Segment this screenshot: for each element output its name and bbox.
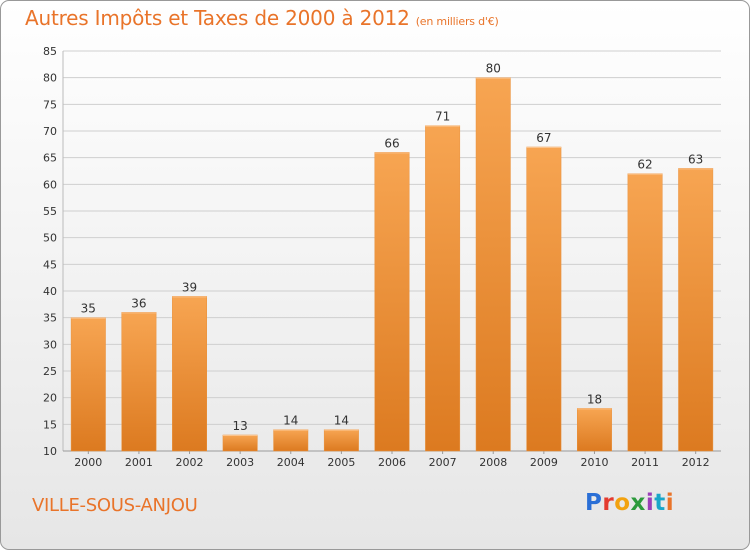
y-tick-label: 60: [43, 178, 57, 191]
y-tick-label: 75: [43, 98, 57, 111]
data-label: 67: [536, 131, 551, 145]
x-tick-label: 2012: [682, 456, 710, 469]
logo-letter: i: [646, 490, 654, 516]
logo-letter: t: [654, 490, 666, 516]
x-tick-label: 2004: [277, 456, 305, 469]
y-tick-label: 80: [43, 72, 57, 85]
bar-2001: [122, 312, 156, 451]
logo-letter: x: [631, 490, 646, 516]
y-tick-label: 25: [43, 365, 57, 378]
bar-2008: [476, 78, 510, 451]
data-label: 62: [637, 158, 652, 172]
bar-2000: [71, 318, 105, 451]
data-label: 71: [435, 110, 450, 124]
proxiti-logo: Proxiti: [585, 490, 674, 516]
bar-2009: [527, 147, 561, 451]
y-tick-label: 85: [43, 45, 57, 58]
y-tick-label: 55: [43, 205, 57, 218]
data-label: 14: [283, 414, 298, 428]
bar-2012: [678, 168, 712, 451]
y-tick-label: 35: [43, 312, 57, 325]
logo-letter: o: [614, 490, 630, 516]
y-tick-label: 15: [43, 418, 57, 431]
x-tick-label: 2005: [327, 456, 355, 469]
y-tick-label: 40: [43, 285, 57, 298]
bar-2005: [324, 430, 358, 451]
x-tick-label: 2008: [479, 456, 507, 469]
bar-2010: [577, 408, 611, 451]
x-tick-label: 2002: [176, 456, 204, 469]
bar-2011: [628, 174, 662, 451]
y-tick-label: 45: [43, 258, 57, 271]
x-tick-label: 2010: [580, 456, 608, 469]
y-tick-label: 65: [43, 152, 57, 165]
data-label: 35: [81, 302, 96, 316]
y-tick-label: 70: [43, 125, 57, 138]
y-tick-label: 50: [43, 232, 57, 245]
bar-2004: [274, 430, 308, 451]
data-label: 36: [131, 296, 146, 310]
x-tick-label: 2011: [631, 456, 659, 469]
x-tick-label: 2000: [74, 456, 102, 469]
y-tick-label: 30: [43, 338, 57, 351]
y-tick-label: 10: [43, 445, 57, 458]
y-tick-label: 20: [43, 392, 57, 405]
data-label: 13: [233, 419, 248, 433]
data-label: 18: [587, 392, 602, 406]
bar-2002: [172, 296, 206, 451]
logo-letter: r: [602, 490, 614, 516]
bar-2006: [375, 152, 409, 451]
logo-letter: i: [666, 490, 674, 516]
data-label: 39: [182, 280, 197, 294]
x-tick-label: 2007: [429, 456, 457, 469]
logo-letter: P: [585, 490, 602, 516]
data-label: 80: [486, 62, 501, 76]
x-tick-label: 2003: [226, 456, 254, 469]
commune-name: VILLE-SOUS-ANJOU: [32, 495, 197, 516]
data-label: 66: [384, 136, 399, 150]
bar-2003: [223, 435, 257, 451]
data-label: 14: [334, 414, 349, 428]
bar-2007: [425, 126, 459, 451]
x-tick-label: 2001: [125, 456, 153, 469]
x-tick-label: 2009: [530, 456, 558, 469]
data-label: 63: [688, 152, 703, 166]
x-tick-label: 2006: [378, 456, 406, 469]
